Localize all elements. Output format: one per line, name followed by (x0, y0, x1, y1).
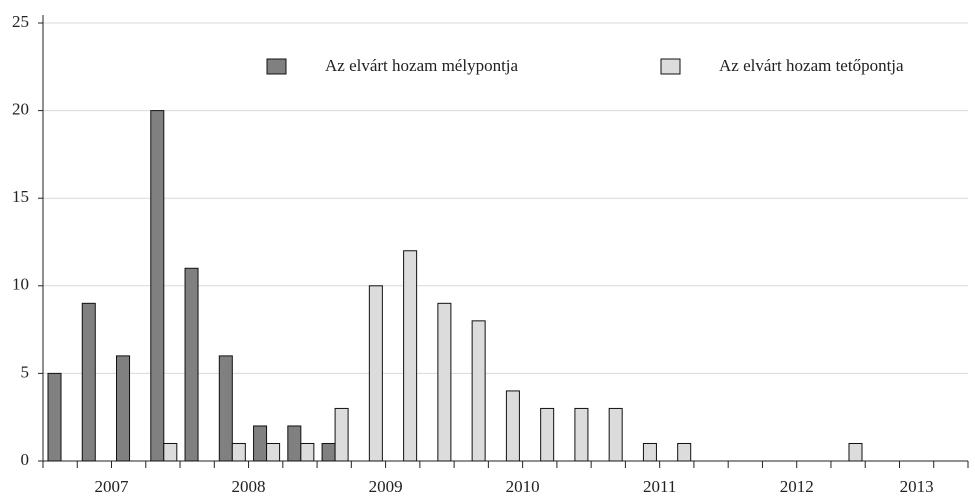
legend-swatch (266, 58, 287, 75)
x-tick-label: 2012 (780, 477, 814, 496)
y-tick-label: 20 (12, 100, 29, 119)
bar (116, 355, 131, 462)
legend-label: Az elvárt hozam mélypontja (325, 56, 519, 75)
bar (608, 407, 623, 462)
bar (403, 250, 418, 462)
bar (231, 442, 246, 462)
bar (218, 355, 233, 462)
bar (437, 302, 452, 462)
bar (334, 407, 349, 462)
x-tick-label: 2010 (506, 477, 540, 496)
bar (505, 390, 520, 462)
bar (150, 110, 165, 462)
x-tick-label: 2009 (369, 477, 403, 496)
x-tick-label: 2013 (900, 477, 934, 496)
bar (677, 442, 692, 462)
bar (253, 425, 268, 462)
bar (321, 442, 336, 462)
y-tick-label: 10 (12, 275, 29, 294)
bar (642, 442, 657, 462)
bar (47, 372, 62, 462)
legend-swatch (660, 58, 681, 75)
bar (287, 425, 302, 462)
y-tick-label: 25 (12, 12, 29, 31)
bar (540, 407, 555, 462)
y-tick-label: 5 (21, 362, 30, 381)
bar (163, 442, 178, 462)
bar (81, 302, 96, 462)
y-tick-label: 0 (21, 450, 30, 469)
bar (574, 407, 589, 462)
bar (368, 285, 383, 462)
bar (300, 442, 315, 462)
bar (266, 442, 281, 462)
y-tick-label: 15 (12, 187, 29, 206)
x-tick-label: 2007 (95, 477, 130, 496)
bar (471, 320, 486, 462)
x-tick-label: 2011 (643, 477, 676, 496)
legend-label: Az elvárt hozam tetőpontja (719, 56, 904, 75)
x-tick-label: 2008 (232, 477, 266, 496)
bar (848, 442, 863, 462)
bar (184, 267, 199, 462)
